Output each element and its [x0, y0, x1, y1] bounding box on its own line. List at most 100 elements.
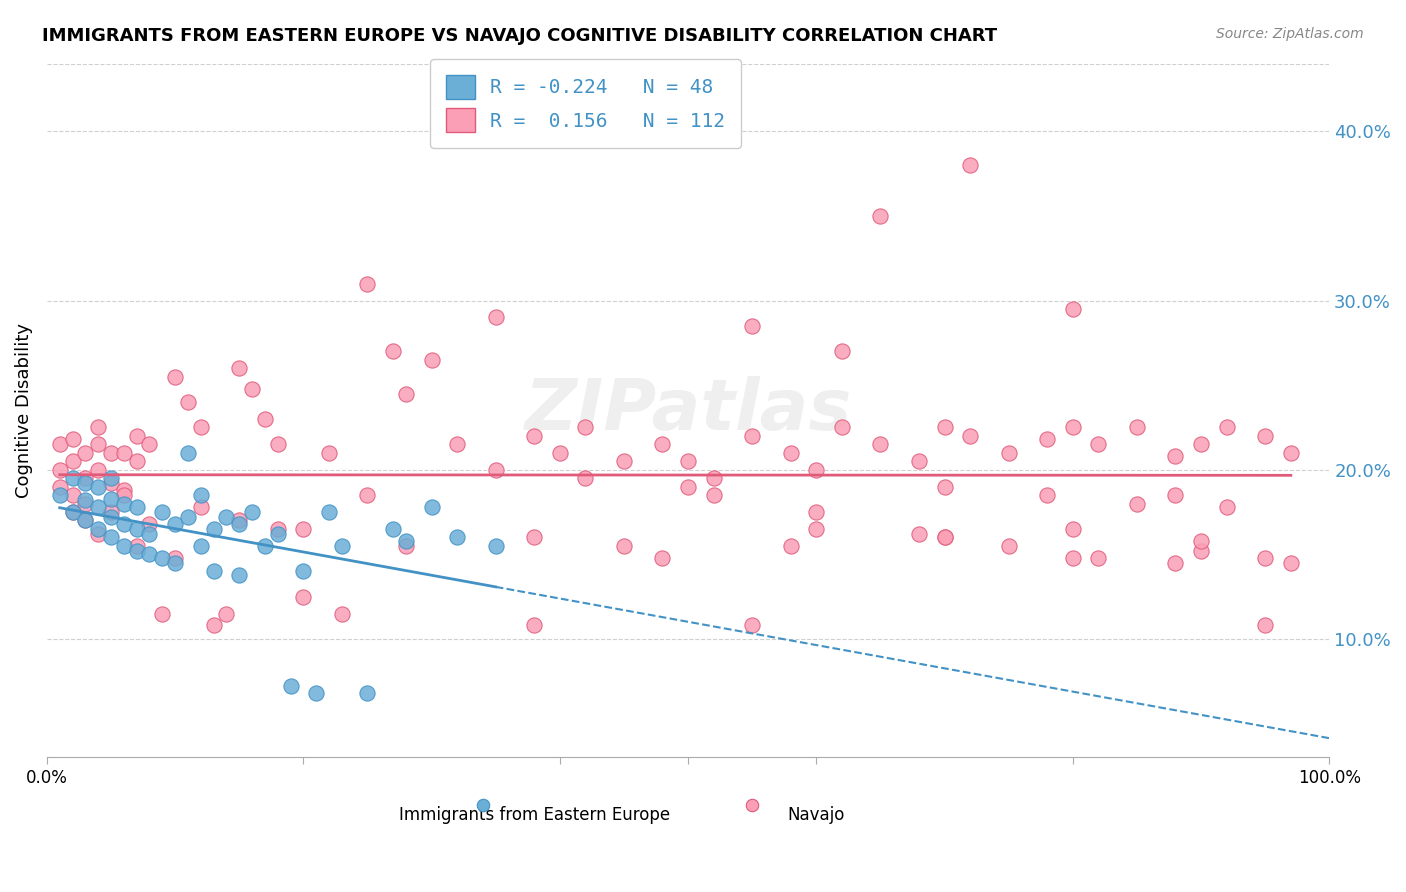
Point — [1087, 550, 1109, 565]
Point — [869, 437, 891, 451]
Point — [356, 277, 378, 291]
Point — [395, 539, 418, 553]
Y-axis label: Cognitive Disability: Cognitive Disability — [15, 323, 32, 498]
Point — [574, 471, 596, 485]
Point — [87, 463, 110, 477]
Point — [202, 564, 225, 578]
Point — [125, 539, 148, 553]
Legend: R = -0.224   N = 48, R =  0.156   N = 112: R = -0.224 N = 48, R = 0.156 N = 112 — [430, 60, 741, 148]
Point — [1087, 437, 1109, 451]
Point — [1254, 618, 1277, 632]
Point — [330, 607, 353, 621]
Point — [228, 567, 250, 582]
Text: Navajo: Navajo — [787, 806, 845, 824]
Point — [485, 310, 508, 325]
Point — [1164, 488, 1187, 502]
Point — [165, 516, 187, 531]
Point — [62, 454, 84, 468]
Point — [125, 454, 148, 468]
Point — [100, 471, 122, 485]
Point — [87, 437, 110, 451]
Point — [1126, 420, 1149, 434]
Point — [48, 463, 70, 477]
Point — [62, 471, 84, 485]
Point — [112, 539, 135, 553]
Point — [703, 488, 725, 502]
Point — [62, 488, 84, 502]
Point — [934, 480, 956, 494]
Point — [48, 480, 70, 494]
Point — [1215, 420, 1237, 434]
Point — [267, 522, 290, 536]
Point — [202, 618, 225, 632]
Point — [1215, 500, 1237, 514]
Point — [87, 527, 110, 541]
Point — [75, 493, 97, 508]
Point — [908, 454, 931, 468]
Point — [150, 550, 173, 565]
Point — [1279, 556, 1302, 570]
Point — [75, 497, 97, 511]
Point — [215, 510, 238, 524]
Point — [1062, 550, 1084, 565]
Point — [806, 522, 828, 536]
Point — [356, 686, 378, 700]
Point — [138, 516, 160, 531]
Point — [280, 679, 302, 693]
Point — [741, 429, 763, 443]
Point — [138, 547, 160, 561]
Point — [446, 437, 468, 451]
Point — [420, 500, 443, 514]
Point — [1254, 550, 1277, 565]
Point — [869, 209, 891, 223]
Point — [240, 382, 263, 396]
Point — [75, 514, 97, 528]
Point — [112, 446, 135, 460]
Point — [330, 539, 353, 553]
Point — [741, 618, 763, 632]
Point — [613, 454, 636, 468]
Point — [190, 500, 212, 514]
Point — [228, 361, 250, 376]
Point — [62, 505, 84, 519]
Point — [138, 527, 160, 541]
Point — [75, 514, 97, 528]
Point — [1279, 446, 1302, 460]
Point — [125, 429, 148, 443]
Point — [676, 454, 699, 468]
Point — [87, 480, 110, 494]
Point — [523, 429, 546, 443]
Point — [100, 510, 122, 524]
Point — [75, 476, 97, 491]
Point — [125, 522, 148, 536]
Point — [125, 500, 148, 514]
Point — [934, 420, 956, 434]
Point — [87, 522, 110, 536]
Point — [112, 516, 135, 531]
Point — [75, 471, 97, 485]
Point — [395, 386, 418, 401]
Point — [934, 530, 956, 544]
Point — [215, 607, 238, 621]
Point — [202, 522, 225, 536]
Point — [228, 514, 250, 528]
Point — [240, 505, 263, 519]
Text: Source: ZipAtlas.com: Source: ZipAtlas.com — [1216, 27, 1364, 41]
Point — [395, 533, 418, 548]
Point — [62, 505, 84, 519]
Point — [150, 505, 173, 519]
Point — [75, 446, 97, 460]
Point — [356, 488, 378, 502]
Point — [112, 497, 135, 511]
Point — [1062, 420, 1084, 434]
Point — [165, 556, 187, 570]
Point — [292, 590, 315, 604]
Point — [676, 480, 699, 494]
Point — [523, 618, 546, 632]
Text: IMMIGRANTS FROM EASTERN EUROPE VS NAVAJO COGNITIVE DISABILITY CORRELATION CHART: IMMIGRANTS FROM EASTERN EUROPE VS NAVAJO… — [42, 27, 997, 45]
Point — [253, 412, 276, 426]
Point — [1126, 497, 1149, 511]
Point — [959, 158, 981, 172]
Point — [831, 420, 853, 434]
Point — [100, 530, 122, 544]
